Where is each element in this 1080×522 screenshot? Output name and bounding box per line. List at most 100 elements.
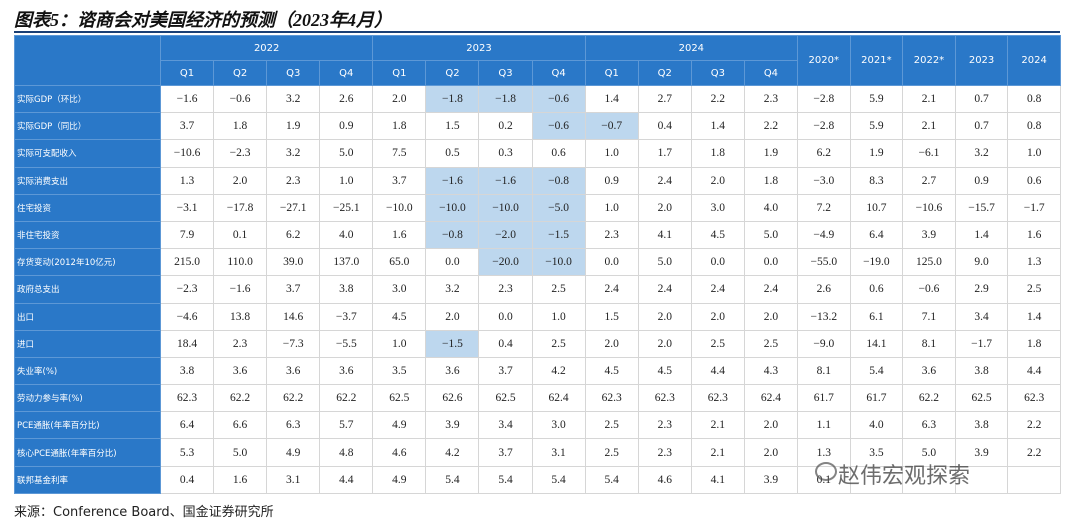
cell: 5.0 xyxy=(213,438,268,467)
cell: 3.2 xyxy=(266,139,321,168)
cell: 4.0 xyxy=(319,220,374,250)
cell: 3.2 xyxy=(954,139,1009,168)
cell: 1.4 xyxy=(690,112,745,141)
cell: 3.7 xyxy=(478,356,533,386)
cell: 62.2 xyxy=(266,384,321,413)
cell: 2.4 xyxy=(690,275,745,304)
cell: 3.6 xyxy=(425,356,480,386)
cell: 18.4 xyxy=(159,329,215,358)
row-label: 实际消费支出 xyxy=(14,166,161,195)
cell: 0.0 xyxy=(478,302,533,331)
cell: −1.6 xyxy=(159,84,215,114)
cell: −2.3 xyxy=(159,275,215,304)
cell: 2.5 xyxy=(690,329,745,358)
row-label: 住宅投资 xyxy=(14,193,161,222)
year-header: 2022 xyxy=(159,35,374,61)
cell: 0.9 xyxy=(584,166,639,195)
title: 图表5：谘商会对美国经济的预测（2023年4月） xyxy=(14,10,392,30)
cell: 2.4 xyxy=(743,275,798,304)
cell: 3.8 xyxy=(159,356,215,386)
cell: 3.6 xyxy=(213,356,268,386)
cell: 5.4 xyxy=(478,465,533,494)
cell: 62.6 xyxy=(425,384,480,413)
cell: 1.5 xyxy=(584,302,639,331)
row-label: 失业率(%) xyxy=(14,356,161,386)
cell: −6.1 xyxy=(902,139,956,168)
row-label: 进口 xyxy=(14,329,161,358)
cell: 2.4 xyxy=(584,275,639,304)
cell: 0.5 xyxy=(425,139,480,168)
cell: 39.0 xyxy=(266,248,321,277)
cell: 3.0 xyxy=(531,411,586,440)
cell: 1.8 xyxy=(372,112,427,141)
cell: 2.5 xyxy=(531,275,586,304)
cell: 2.0 xyxy=(213,166,268,195)
cell: 215.0 xyxy=(159,248,215,277)
cell: 1.7 xyxy=(637,139,692,168)
cell: 3.2 xyxy=(425,275,480,304)
cell: 4.5 xyxy=(584,356,639,386)
quarter-header: Q1 xyxy=(159,60,215,86)
cell: 5.4 xyxy=(531,465,586,494)
annual-header: 2021* xyxy=(849,35,904,86)
data-row: 非住宅投资 7.9 0.1 6.2 4.0 1.6 −0.8 −2.0 −1.5 2.3 4.1 4.… xyxy=(14,220,1061,250)
cell xyxy=(849,465,904,494)
quarter-header: Q2 xyxy=(425,60,480,86)
cell: −10.6 xyxy=(902,193,956,222)
cell: 0.2 xyxy=(478,112,533,141)
corner xyxy=(14,35,161,86)
cell: 2.3 xyxy=(637,438,692,467)
cell: −10.0 xyxy=(531,248,586,277)
cell: 0.4 xyxy=(159,465,215,494)
cell: 1.0 xyxy=(372,329,427,358)
row-label: 实际GDP（环比） xyxy=(14,84,161,114)
cell: 3.8 xyxy=(954,356,1009,386)
cell: 0.8 xyxy=(1007,84,1061,114)
cell: 1.3 xyxy=(796,438,851,467)
cell: −1.6 xyxy=(425,166,480,195)
cell: 2.7 xyxy=(637,84,692,114)
cell: 0.4 xyxy=(637,112,692,141)
cell: 4.9 xyxy=(372,465,427,494)
cell: 4.0 xyxy=(743,193,798,222)
data-row: 实际可支配收入 −10.6 −2.3 3.2 5.0 7.5 0.5 0.3 0.6 1.0 1.7… xyxy=(14,139,1061,168)
cell: −5.0 xyxy=(531,193,586,222)
cell: −2.0 xyxy=(478,220,533,250)
cell: 0.7 xyxy=(954,112,1009,141)
cell: 1.4 xyxy=(584,84,639,114)
cell: 62.3 xyxy=(690,384,745,413)
cell: 4.5 xyxy=(690,220,745,250)
cell: 5.9 xyxy=(849,84,904,114)
cell: 2.7 xyxy=(902,166,956,195)
quarter-header: Q1 xyxy=(584,60,639,86)
cell: −1.5 xyxy=(425,329,480,358)
cell: −1.8 xyxy=(425,84,480,114)
cell: 1.9 xyxy=(743,139,798,168)
cell: 3.9 xyxy=(425,411,480,440)
cell: 2.0 xyxy=(690,166,745,195)
cell: 1.0 xyxy=(531,302,586,331)
cell: −25.1 xyxy=(319,193,374,222)
quarter-header: Q3 xyxy=(478,60,533,86)
cell: 3.5 xyxy=(849,438,904,467)
cell: 3.9 xyxy=(902,220,956,250)
cell: −3.0 xyxy=(796,166,851,195)
cell: 2.2 xyxy=(1007,438,1061,467)
cell: 3.4 xyxy=(954,302,1009,331)
cell: 9.0 xyxy=(954,248,1009,277)
cell: 2.0 xyxy=(743,302,798,331)
cell: 4.0 xyxy=(849,411,904,440)
cell: 5.0 xyxy=(637,248,692,277)
cell: 5.7 xyxy=(319,411,374,440)
cell: −13.2 xyxy=(796,302,851,331)
row-label: PCE通胀(年率百分比) xyxy=(14,411,161,440)
quarter-header: Q4 xyxy=(319,60,374,86)
cell: −0.7 xyxy=(584,112,639,141)
cell: 65.0 xyxy=(372,248,427,277)
cell: 0.6 xyxy=(849,275,904,304)
cell: −19.0 xyxy=(849,248,904,277)
cell: 1.0 xyxy=(319,166,374,195)
cell: 2.3 xyxy=(213,329,268,358)
cell: 1.6 xyxy=(1007,220,1061,250)
